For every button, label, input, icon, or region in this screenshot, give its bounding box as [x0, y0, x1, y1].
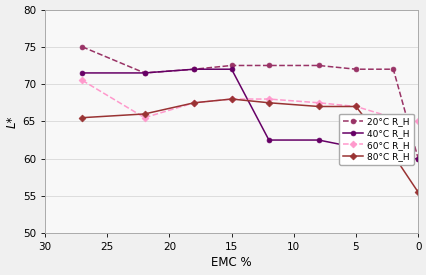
Line: 40°C R_H: 40°C R_H: [80, 67, 420, 161]
60°C R_H: [353, 105, 358, 108]
20°C R_H: [228, 64, 233, 67]
40°C R_H: [353, 146, 358, 149]
80°C R_H: [80, 116, 85, 119]
40°C R_H: [414, 157, 420, 160]
80°C R_H: [266, 101, 271, 104]
20°C R_H: [414, 157, 420, 160]
40°C R_H: [390, 157, 395, 160]
80°C R_H: [141, 112, 147, 115]
60°C R_H: [414, 120, 420, 123]
60°C R_H: [228, 97, 233, 101]
60°C R_H: [390, 116, 395, 119]
Line: 80°C R_H: 80°C R_H: [80, 97, 420, 195]
20°C R_H: [390, 68, 395, 71]
80°C R_H: [228, 97, 233, 101]
20°C R_H: [80, 45, 85, 48]
Line: 60°C R_H: 60°C R_H: [80, 78, 420, 124]
60°C R_H: [266, 97, 271, 101]
40°C R_H: [315, 138, 320, 142]
Y-axis label: L*: L*: [6, 115, 18, 128]
20°C R_H: [141, 71, 147, 75]
60°C R_H: [191, 101, 196, 104]
40°C R_H: [266, 138, 271, 142]
80°C R_H: [353, 105, 358, 108]
40°C R_H: [141, 71, 147, 75]
Legend: 20°C R_H, 40°C R_H, 60°C R_H, 80°C R_H: 20°C R_H, 40°C R_H, 60°C R_H, 80°C R_H: [339, 114, 413, 165]
20°C R_H: [353, 68, 358, 71]
Line: 20°C R_H: 20°C R_H: [80, 44, 420, 161]
80°C R_H: [414, 191, 420, 194]
40°C R_H: [191, 68, 196, 71]
80°C R_H: [390, 153, 395, 156]
X-axis label: EMC %: EMC %: [211, 257, 251, 269]
40°C R_H: [228, 68, 233, 71]
60°C R_H: [80, 79, 85, 82]
60°C R_H: [315, 101, 320, 104]
40°C R_H: [80, 71, 85, 75]
20°C R_H: [315, 64, 320, 67]
80°C R_H: [315, 105, 320, 108]
20°C R_H: [266, 64, 271, 67]
60°C R_H: [141, 116, 147, 119]
20°C R_H: [191, 68, 196, 71]
80°C R_H: [191, 101, 196, 104]
